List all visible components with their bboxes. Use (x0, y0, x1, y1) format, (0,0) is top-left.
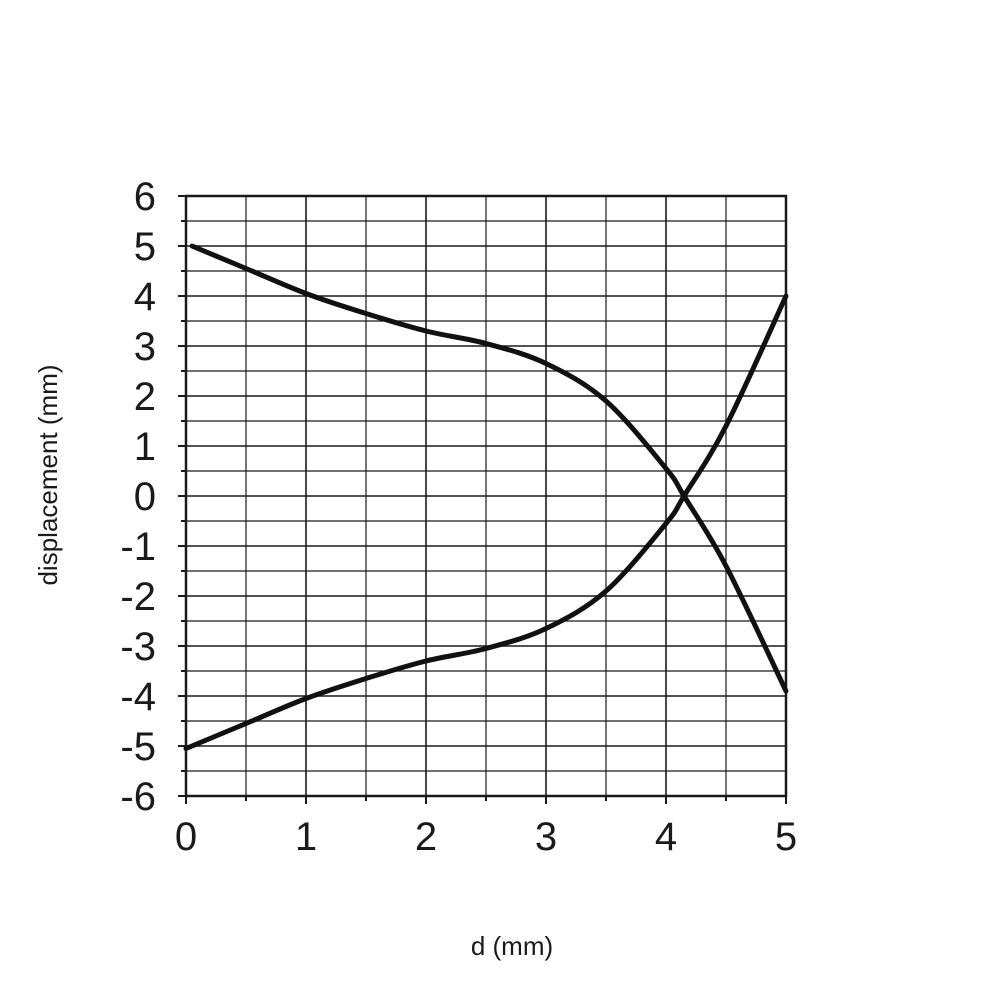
x-tick-label: 0 (175, 815, 197, 859)
y-tick-label: 5 (134, 225, 156, 269)
ascending-series-line (183, 293, 789, 751)
y-tick-label: 6 (134, 175, 156, 219)
y-tick-label: -3 (120, 625, 156, 669)
y-tick-label: 3 (134, 325, 156, 369)
x-tick-label: 3 (535, 815, 557, 859)
x-tick-label: 2 (415, 815, 437, 859)
x-tick-label: 5 (775, 815, 797, 859)
y-tick-label: 1 (134, 425, 156, 469)
y-tick-label: -2 (120, 575, 156, 619)
y-tick-label: 4 (134, 275, 156, 319)
y-tick-label: -6 (120, 775, 156, 819)
x-tick-label: 4 (655, 815, 677, 859)
y-tick-label: 2 (134, 375, 156, 419)
major-grid (186, 196, 786, 796)
descending-series-line (189, 243, 789, 694)
x-axis-label: d (mm) (471, 931, 553, 961)
y-tick-label: -5 (120, 725, 156, 769)
y-tick-labels: 6 5 4 3 2 1 0 -1 -2 -3 -4 -5 -6 (120, 175, 156, 819)
plot-frame (178, 194, 788, 804)
y-tick-label: -1 (120, 525, 156, 569)
x-tick-label: 1 (295, 815, 317, 859)
minor-grid (186, 196, 786, 796)
x-tick-labels: 0 1 2 3 4 5 (175, 815, 797, 859)
series-layer (183, 243, 789, 751)
y-tick-label: -4 (120, 675, 156, 719)
y-tick-label: 0 (134, 475, 156, 519)
y-axis-label: displacement (mm) (33, 364, 63, 585)
